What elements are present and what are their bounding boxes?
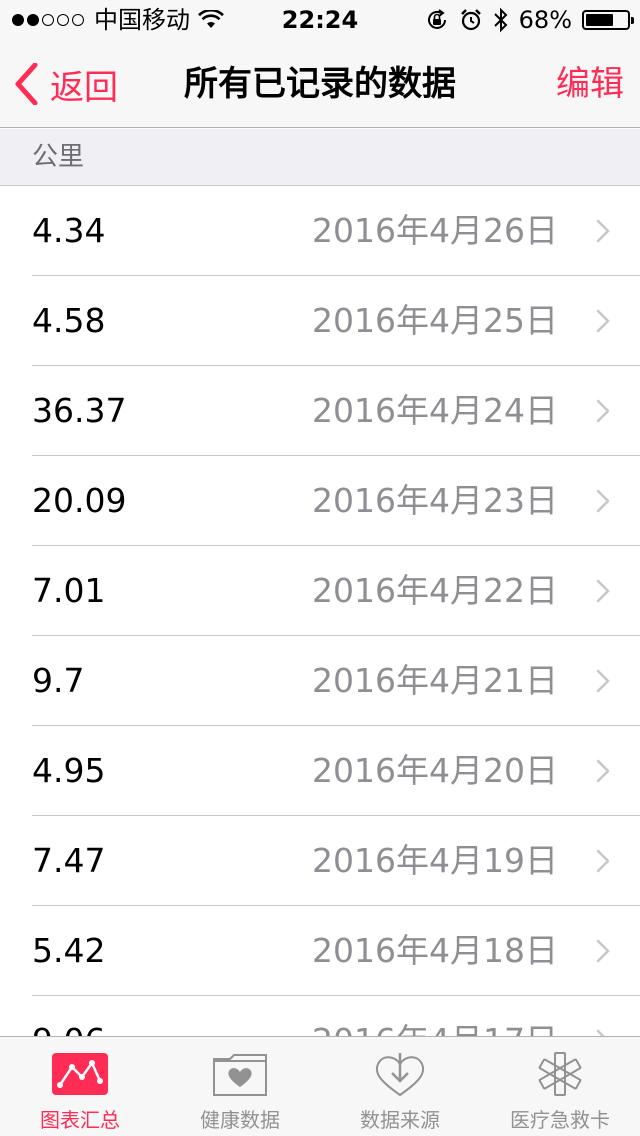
row-date: 2016年4月21日: [312, 661, 558, 700]
row-value: 9.7: [32, 661, 85, 700]
row-date: 2016年4月22日: [312, 571, 558, 610]
list-item[interactable]: 5.42 2016年4月18日: [0, 906, 640, 996]
row-value: 7.01: [32, 571, 106, 610]
data-list[interactable]: 4.34 2016年4月26日 4.58 2016年4月25日 36.37 2016年4月…: [0, 186, 640, 1036]
tab-medical-id[interactable]: 医疗急救卡: [480, 1037, 640, 1136]
edit-button[interactable]: 编辑: [556, 64, 624, 104]
navigation-bar: 返回 所有已记录的数据 编辑: [0, 40, 640, 128]
row-value: 4.34: [32, 211, 106, 250]
list-item[interactable]: 20.09 2016年4月23日: [0, 456, 640, 546]
download-heart-icon: [375, 1053, 425, 1097]
row-value: 4.58: [32, 301, 106, 340]
carrier-name: 中国移动: [94, 6, 190, 34]
tab-bar: 图表汇总 健康数据 数据来源: [0, 1036, 640, 1136]
list-item[interactable]: 9.06 2016年4月17日: [0, 996, 640, 1036]
rotation-lock-icon: [427, 9, 446, 29]
list-item[interactable]: 7.47 2016年4月19日: [0, 816, 640, 906]
chevron-right-icon: [596, 1029, 605, 1036]
signal-dot: [42, 14, 54, 26]
tab-label: 健康数据: [200, 1108, 280, 1132]
section-header: 公里: [0, 129, 640, 186]
back-button[interactable]: 返回: [14, 40, 118, 128]
chevron-right-icon: [596, 579, 610, 603]
chevron-right-icon: [596, 219, 610, 243]
chevron-right-icon: [596, 309, 610, 333]
row-value: 4.95: [32, 751, 106, 790]
row-value: 5.42: [32, 931, 106, 970]
row-date: 2016年4月23日: [312, 481, 558, 520]
wifi-icon: [198, 10, 224, 28]
row-date: 2016年4月26日: [312, 211, 558, 250]
row-value: 9.06: [32, 996, 105, 1036]
row-date: 2016年4月17日: [312, 996, 558, 1036]
list-item[interactable]: 4.95 2016年4月20日: [0, 726, 640, 816]
row-date: 2016年4月19日: [312, 841, 558, 880]
row-date: 2016年4月25日: [312, 301, 558, 340]
signal-dot: [27, 14, 39, 26]
list-item[interactable]: 36.37 2016年4月24日: [0, 366, 640, 456]
tab-data-sources[interactable]: 数据来源: [320, 1037, 480, 1136]
tab-label: 数据来源: [360, 1108, 440, 1132]
status-right: 68%: [425, 0, 634, 40]
signal-dot: [72, 14, 84, 26]
back-label: 返回: [50, 67, 118, 108]
page-title: 所有已记录的数据: [184, 64, 456, 104]
chevron-right-icon: [596, 759, 610, 783]
row-date: 2016年4月18日: [312, 931, 558, 970]
list-item[interactable]: 4.58 2016年4月25日: [0, 276, 640, 366]
battery-percent: 68%: [518, 6, 572, 34]
list-item[interactable]: 4.34 2016年4月26日: [0, 186, 640, 276]
battery-icon: [582, 10, 634, 30]
chevron-right-icon: [596, 939, 610, 963]
tab-health-data[interactable]: 健康数据: [160, 1037, 320, 1136]
chevron-right-icon: [596, 489, 610, 513]
alarm-icon: [460, 9, 481, 31]
chart-icon: [52, 1053, 108, 1095]
row-value: 20.09: [32, 481, 127, 520]
list-item[interactable]: 7.01 2016年4月22日: [0, 546, 640, 636]
status-time: 22:24: [281, 6, 359, 34]
chevron-right-icon: [596, 399, 610, 423]
row-date: 2016年4月20日: [312, 751, 558, 790]
heart-folder-icon: [213, 1054, 267, 1096]
status-left: 中国移动: [12, 0, 224, 40]
chevron-right-icon: [596, 669, 610, 693]
tab-label: 图表汇总: [40, 1108, 120, 1132]
status-bar: 中国移动 22:24 68%: [0, 0, 640, 40]
battery-cap: [631, 17, 634, 24]
list-item[interactable]: 9.7 2016年4月21日: [0, 636, 640, 726]
battery-level: [586, 14, 613, 26]
tab-label: 医疗急救卡: [510, 1108, 610, 1132]
chevron-left-icon: [15, 63, 38, 105]
tab-chart-summary[interactable]: 图表汇总: [0, 1037, 160, 1136]
bluetooth-icon: [493, 7, 508, 33]
signal-strength-icon: [12, 14, 84, 26]
chevron-right-icon: [596, 849, 610, 873]
row-date: 2016年4月24日: [312, 391, 558, 430]
row-value: 7.47: [32, 841, 106, 880]
signal-dot: [57, 14, 69, 26]
medical-star-icon: [538, 1052, 582, 1096]
row-value: 36.37: [32, 391, 127, 430]
signal-dot: [12, 14, 24, 26]
